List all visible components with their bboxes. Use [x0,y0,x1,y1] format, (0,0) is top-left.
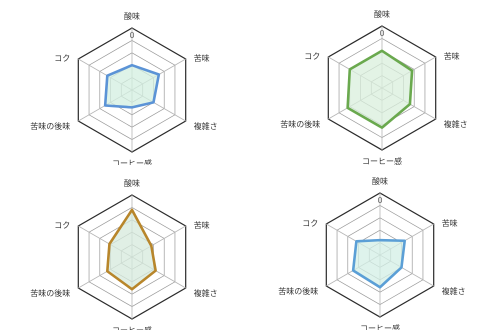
axis-label: 酸味 [372,176,388,186]
series-line [346,49,414,129]
axis-label: コーヒー感 [112,325,152,330]
axis-label: 酸味 [374,9,390,19]
axis-label: コク [304,52,320,61]
axis-label: 苦味 [442,218,458,228]
axis-label: 苦味 [444,51,460,61]
axis-label: 複雑さ [442,286,466,296]
series-area [105,65,159,108]
axis-label: 酸味 [124,178,140,188]
scale-label: 0 [379,29,384,38]
axis-label: 苦味 [194,53,210,63]
axis-label: 複雑さ [444,119,468,129]
axis-label: コーヒー感 [362,156,402,165]
series-line [103,63,161,109]
axis-label: コーヒー感 [112,158,152,165]
axis-label: コク [54,54,70,63]
scale-label: 0 [129,31,134,40]
axis-label: 苦味の後味 [30,121,70,131]
axis-label: 苦味の後味 [30,288,70,298]
axis-label: コーヒー感 [360,323,400,330]
series-line [351,238,406,289]
axis-label: 苦味 [194,220,210,230]
axis-label: コク [302,219,318,228]
scale-label: 0 [377,196,382,205]
radar-panel-1: 酸味苦味複雑さコーヒー感 苦味の後味 コク 0 [0,0,240,165]
axis-label: 複雑さ [194,121,218,131]
radar-panel-2: 酸味苦味複雑さコーヒー感 苦味の後味 コク 0 [249,0,479,165]
radar-panel-4: 酸味苦味複雑さコーヒー感 苦味の後味 コク 0 [249,165,479,330]
series-line [106,208,157,291]
axis-label: 複雑さ [194,288,218,298]
axis-label: コク [54,221,70,230]
series-area [347,50,413,128]
series-area [353,240,405,288]
axis-label: 酸味 [124,11,140,21]
axis-label: 苦味の後味 [280,119,320,129]
axis-label: 苦味の後味 [278,286,318,296]
